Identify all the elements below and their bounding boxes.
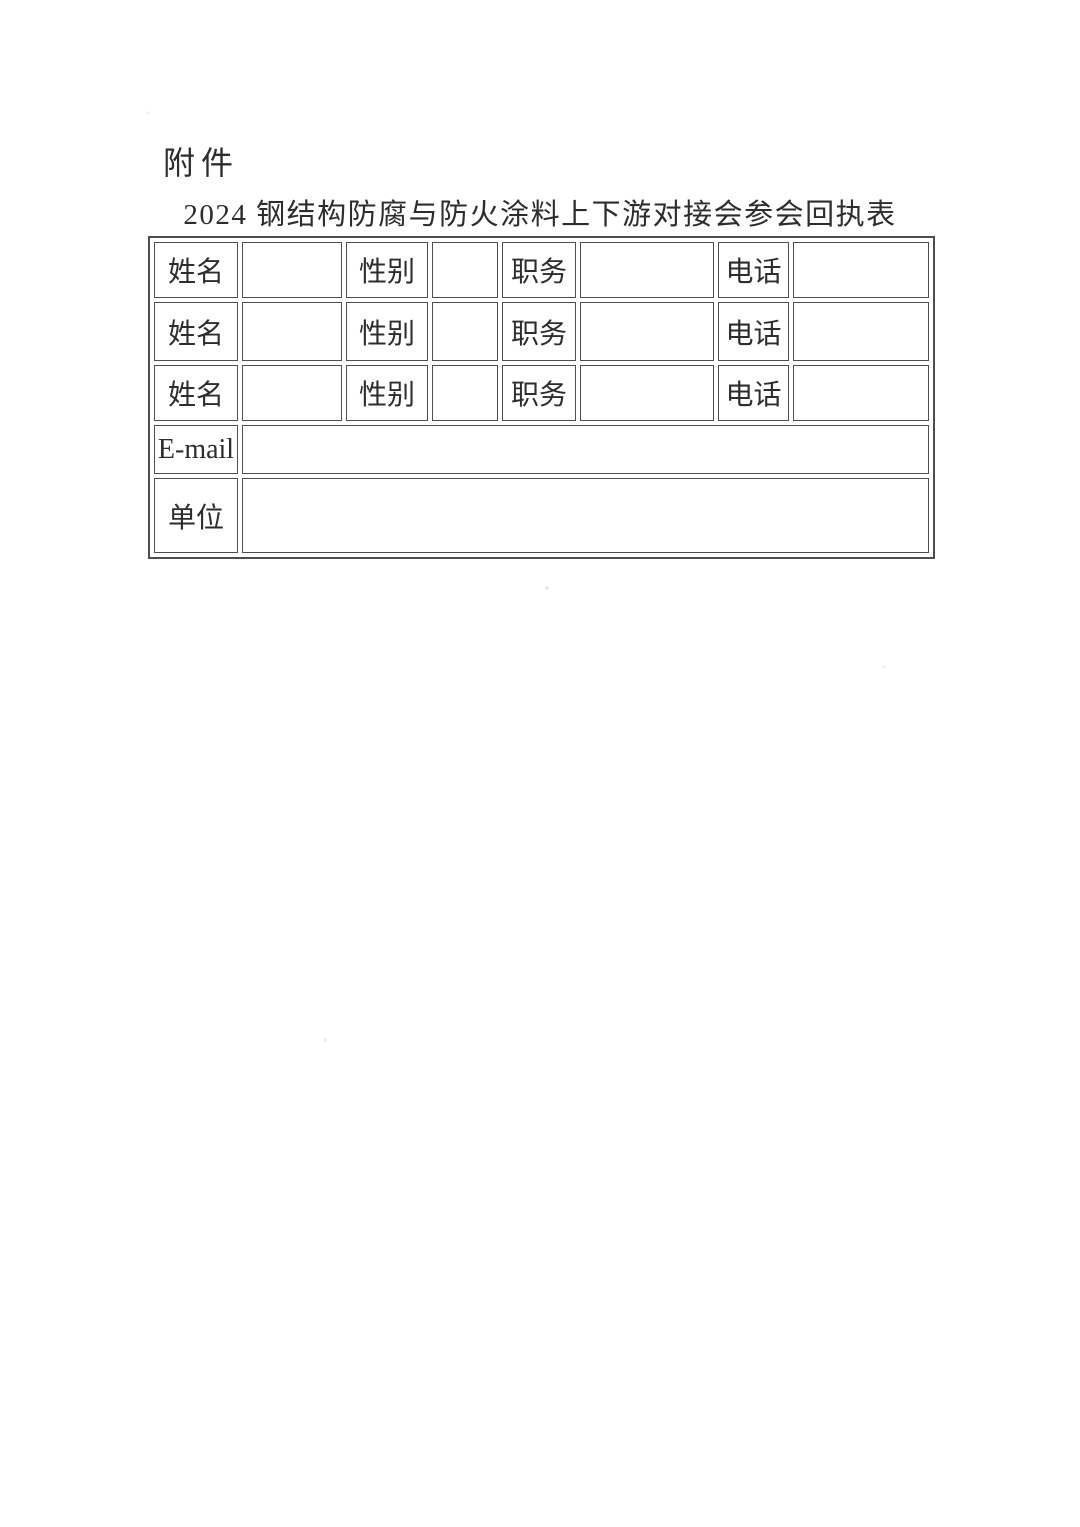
position-label-cell: 职务 <box>502 302 576 361</box>
phone-value-cell <box>793 242 929 298</box>
phone-value-cell <box>793 365 929 421</box>
person-row: 姓名 性别 职务 电话 <box>154 242 929 298</box>
registration-table: 姓名 性别 职务 电话 姓名 性别 职务 电话 姓名 性别 职务 电话 <box>148 236 935 559</box>
email-value-cell <box>242 425 929 474</box>
organization-label-cell: 单位 <box>154 478 238 553</box>
attachment-label: 附件 <box>163 145 240 181</box>
person-row: 姓名 性别 职务 电话 <box>154 302 929 361</box>
name-value-cell <box>242 242 342 298</box>
name-value-cell <box>242 365 342 421</box>
gender-label-cell: 性别 <box>346 365 428 421</box>
gender-value-cell <box>432 365 498 421</box>
name-label-cell: 姓名 <box>154 242 238 298</box>
name-label-cell: 姓名 <box>154 365 238 421</box>
phone-value-cell <box>793 302 929 361</box>
name-label-cell: 姓名 <box>154 302 238 361</box>
position-value-cell <box>580 242 714 298</box>
organization-row: 单位 <box>154 478 929 553</box>
phone-label-cell: 电话 <box>718 365 789 421</box>
position-value-cell <box>580 365 714 421</box>
page-title: 2024 钢结构防腐与防火涂料上下游对接会参会回执表 <box>183 199 897 231</box>
organization-value-cell <box>242 478 929 553</box>
phone-label-cell: 电话 <box>718 242 789 298</box>
person-row: 姓名 性别 职务 电话 <box>154 365 929 421</box>
gender-value-cell <box>432 302 498 361</box>
gender-label-cell: 性别 <box>346 242 428 298</box>
email-row: E-mail <box>154 425 929 474</box>
gender-value-cell <box>432 242 498 298</box>
name-value-cell <box>242 302 342 361</box>
gender-label-cell: 性别 <box>346 302 428 361</box>
position-value-cell <box>580 302 714 361</box>
email-label-cell: E-mail <box>154 425 238 474</box>
position-label-cell: 职务 <box>502 242 576 298</box>
position-label-cell: 职务 <box>502 365 576 421</box>
phone-label-cell: 电话 <box>718 302 789 361</box>
